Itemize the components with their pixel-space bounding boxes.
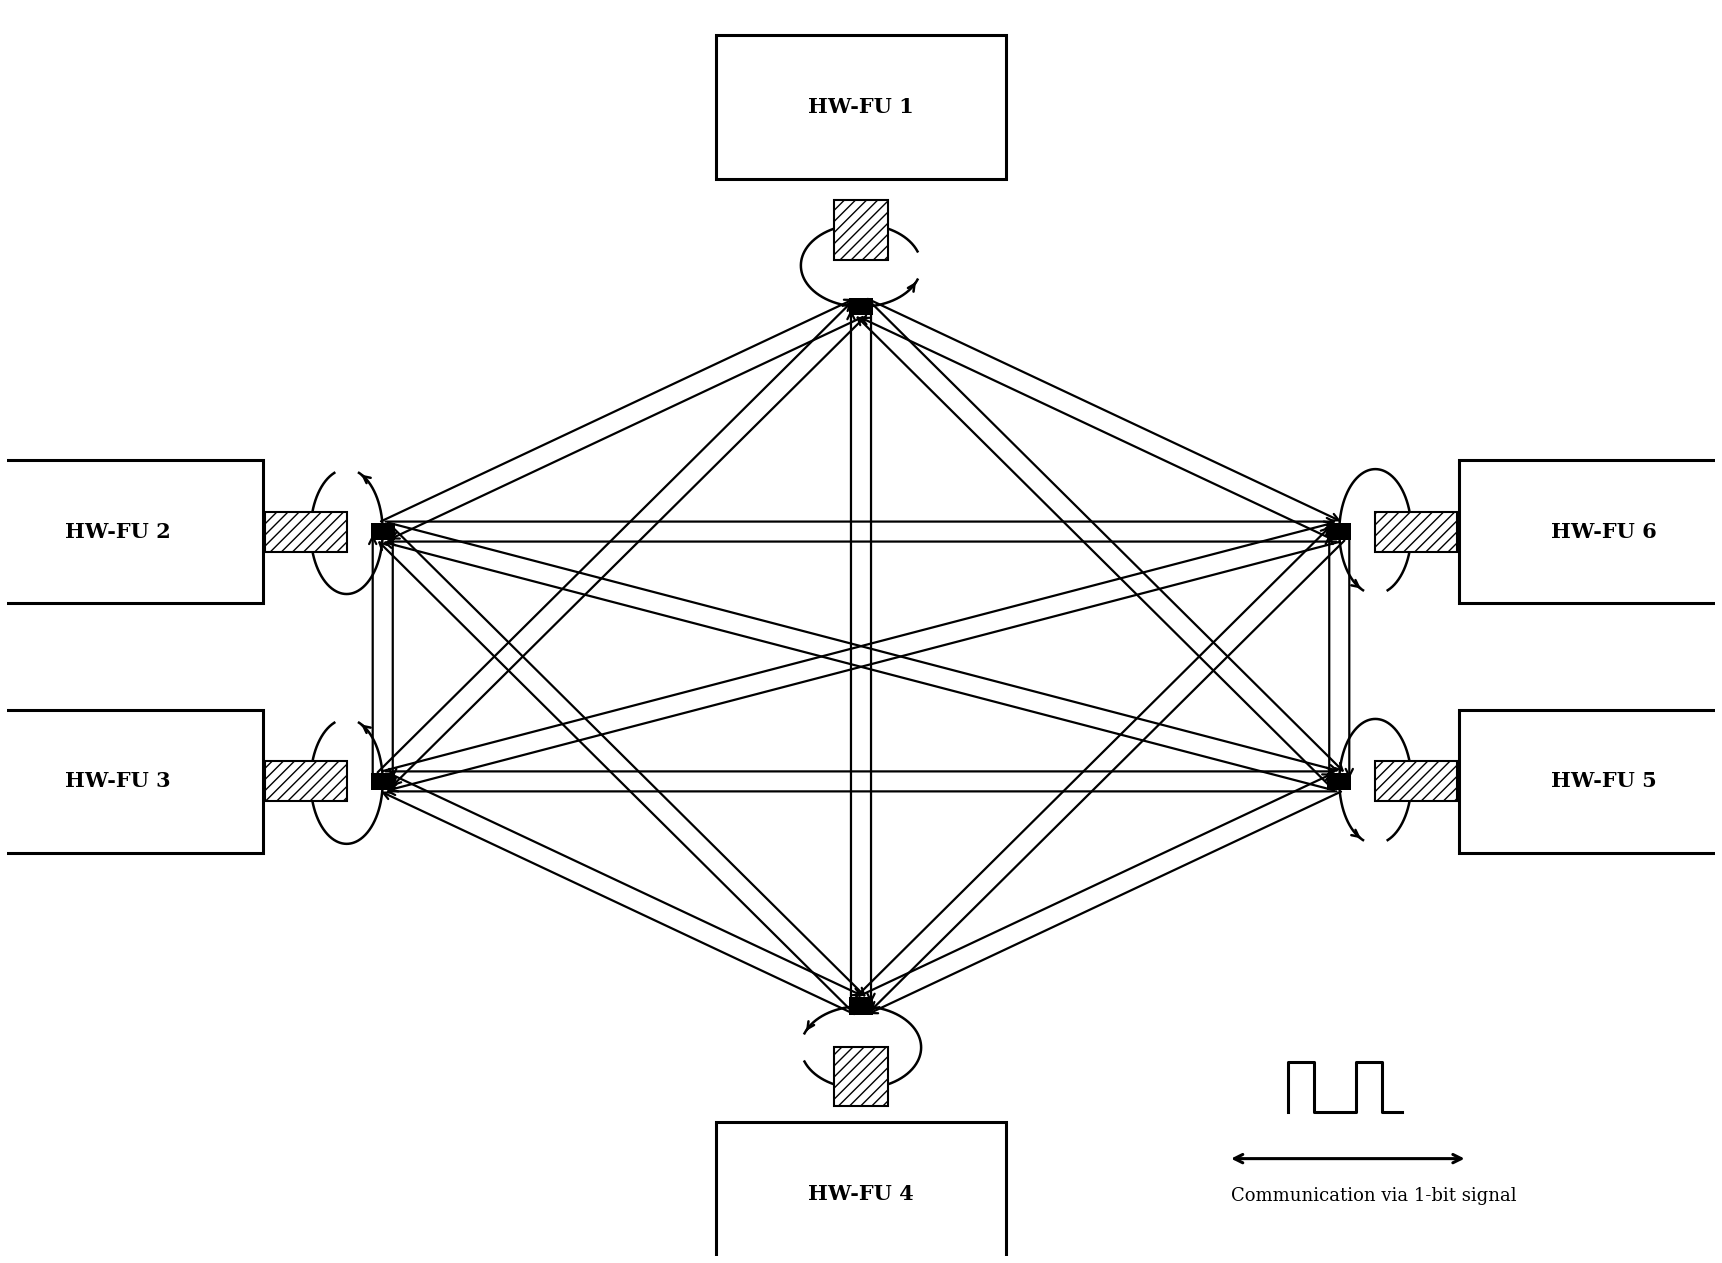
Bar — [716, 35, 1006, 178]
Bar — [1328, 523, 1352, 541]
Text: Communication via 1-bit signal: Communication via 1-bit signal — [1231, 1187, 1517, 1205]
Bar — [1328, 773, 1352, 791]
Text: HW-FU 1: HW-FU 1 — [808, 97, 914, 117]
Bar — [0, 710, 263, 854]
Bar — [370, 523, 394, 541]
Text: HW-FU 6: HW-FU 6 — [1552, 522, 1657, 542]
Text: HW-FU 4: HW-FU 4 — [808, 1183, 914, 1204]
Text: HW-FU 2: HW-FU 2 — [65, 522, 170, 542]
Bar — [1376, 762, 1457, 802]
Bar — [1376, 512, 1457, 552]
Bar — [833, 1047, 889, 1106]
Bar — [265, 512, 346, 552]
Bar — [716, 1122, 1006, 1263]
Bar — [1459, 460, 1722, 604]
Bar — [0, 460, 263, 604]
Bar — [833, 201, 889, 260]
Bar — [370, 773, 394, 791]
Bar — [849, 998, 873, 1015]
Text: HW-FU 5: HW-FU 5 — [1552, 772, 1657, 792]
Bar — [1459, 710, 1722, 854]
Text: HW-FU 3: HW-FU 3 — [65, 772, 170, 792]
Bar — [265, 762, 346, 802]
Bar — [849, 298, 873, 316]
